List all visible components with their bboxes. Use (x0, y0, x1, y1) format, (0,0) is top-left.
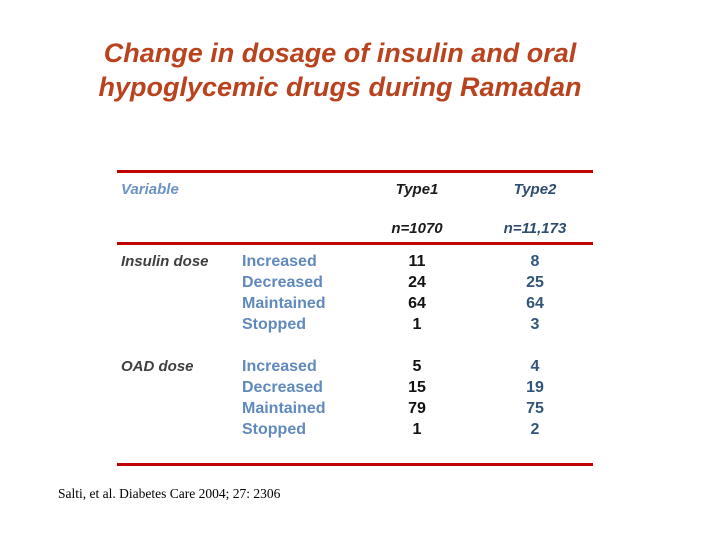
row-category: Stopped (242, 315, 306, 333)
type2-value: 4 (530, 357, 540, 375)
row-category: Decreased (242, 273, 323, 291)
table-body: Insulin dose Increased 11 8 Decreased 24… (117, 245, 593, 463)
group-label-oad-dose: OAD dose (121, 358, 194, 375)
group-spacer (117, 335, 593, 356)
column-header-type2: Type2 (513, 181, 557, 198)
type1-value: 15 (408, 378, 426, 396)
table-row: Insulin dose Increased 11 8 (117, 251, 593, 272)
row-category: Decreased (242, 378, 323, 396)
citation-text: Salti, et al. Diabetes Care 2004; 27: 23… (58, 486, 281, 501)
slide-title-line2: hypoglycemic drugs during Ramadan (98, 72, 582, 102)
table-row: Stopped 1 2 (117, 419, 593, 440)
type1-value: 24 (408, 273, 426, 291)
table-row: Maintained 79 75 (117, 398, 593, 419)
type1-value: 64 (408, 294, 426, 312)
column-header-variable: Variable (121, 181, 179, 198)
type1-value: 11 (408, 252, 426, 270)
type1-value: 5 (412, 357, 422, 375)
type2-value: 25 (526, 273, 544, 291)
table-header: Variable Type1 Type2 n=1070 n=11,173 (117, 181, 593, 242)
subheader-row: n=1070 n=11,173 (117, 220, 593, 237)
type2-value: 8 (530, 252, 540, 270)
row-category: Maintained (242, 399, 326, 417)
slide-title: Change in dosage of insulin and oral hyp… (60, 36, 620, 104)
header-row: Variable Type1 Type2 (117, 181, 593, 198)
row-category: Increased (242, 357, 317, 375)
type2-sample-size: n=11,173 (503, 220, 567, 237)
table-row: OAD dose Increased 5 4 (117, 356, 593, 377)
type2-value: 19 (526, 378, 544, 396)
dosage-table: Variable Type1 Type2 n=1070 n=11,173 Ins… (117, 170, 593, 466)
table-row: Decreased 24 25 (117, 272, 593, 293)
type1-sample-size: n=1070 (391, 220, 443, 237)
group-label-insulin-dose: Insulin dose (121, 253, 209, 270)
row-category: Maintained (242, 294, 326, 312)
type1-value: 1 (412, 315, 422, 333)
type2-value: 64 (526, 294, 544, 312)
table-row: Decreased 15 19 (117, 377, 593, 398)
row-category: Increased (242, 252, 317, 270)
table-bottom-rule (117, 463, 593, 466)
column-header-type1: Type1 (395, 181, 439, 198)
table-top-rule (117, 170, 593, 173)
type2-value: 2 (530, 420, 540, 438)
slide-title-line1: Change in dosage of insulin and oral (103, 38, 577, 68)
type1-value: 79 (408, 399, 426, 417)
table-row: Maintained 64 64 (117, 293, 593, 314)
type2-value: 75 (526, 399, 544, 417)
row-category: Stopped (242, 420, 306, 438)
type2-value: 3 (530, 315, 540, 333)
type1-value: 1 (412, 420, 422, 438)
table-header-rule (117, 242, 593, 245)
table-row: Stopped 1 3 (117, 314, 593, 335)
